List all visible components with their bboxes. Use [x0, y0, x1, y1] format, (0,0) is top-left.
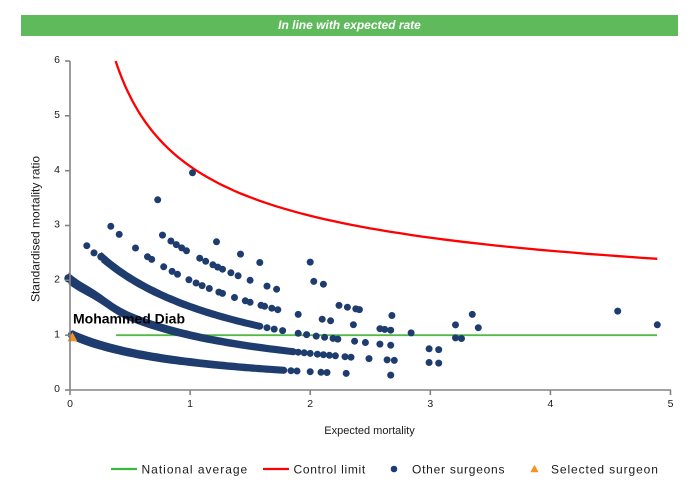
svg-text:0: 0	[67, 398, 73, 410]
svg-text:2: 2	[307, 398, 313, 410]
svg-text:Control limit: Control limit	[294, 463, 366, 477]
svg-text:5: 5	[668, 398, 674, 410]
svg-text:National average: National average	[142, 463, 249, 477]
svg-text:4: 4	[547, 398, 553, 410]
svg-text:3: 3	[54, 219, 60, 231]
svg-text:0: 0	[54, 383, 60, 395]
svg-text:1: 1	[187, 398, 193, 410]
svg-text:4: 4	[54, 164, 60, 176]
svg-text:Expected mortality: Expected mortality	[324, 425, 415, 437]
svg-text:3: 3	[427, 398, 433, 410]
svg-text:5: 5	[54, 109, 60, 121]
svg-text:6: 6	[54, 54, 60, 66]
svg-text:Other surgeons: Other surgeons	[412, 463, 505, 477]
svg-text:Standardised mortality ratio: Standardised mortality ratio	[29, 156, 43, 302]
svg-text:2: 2	[54, 273, 60, 285]
svg-text:1: 1	[54, 328, 60, 340]
svg-text:Selected surgeon: Selected surgeon	[551, 463, 659, 477]
svg-text:Mohammed Diab: Mohammed Diab	[73, 311, 185, 327]
